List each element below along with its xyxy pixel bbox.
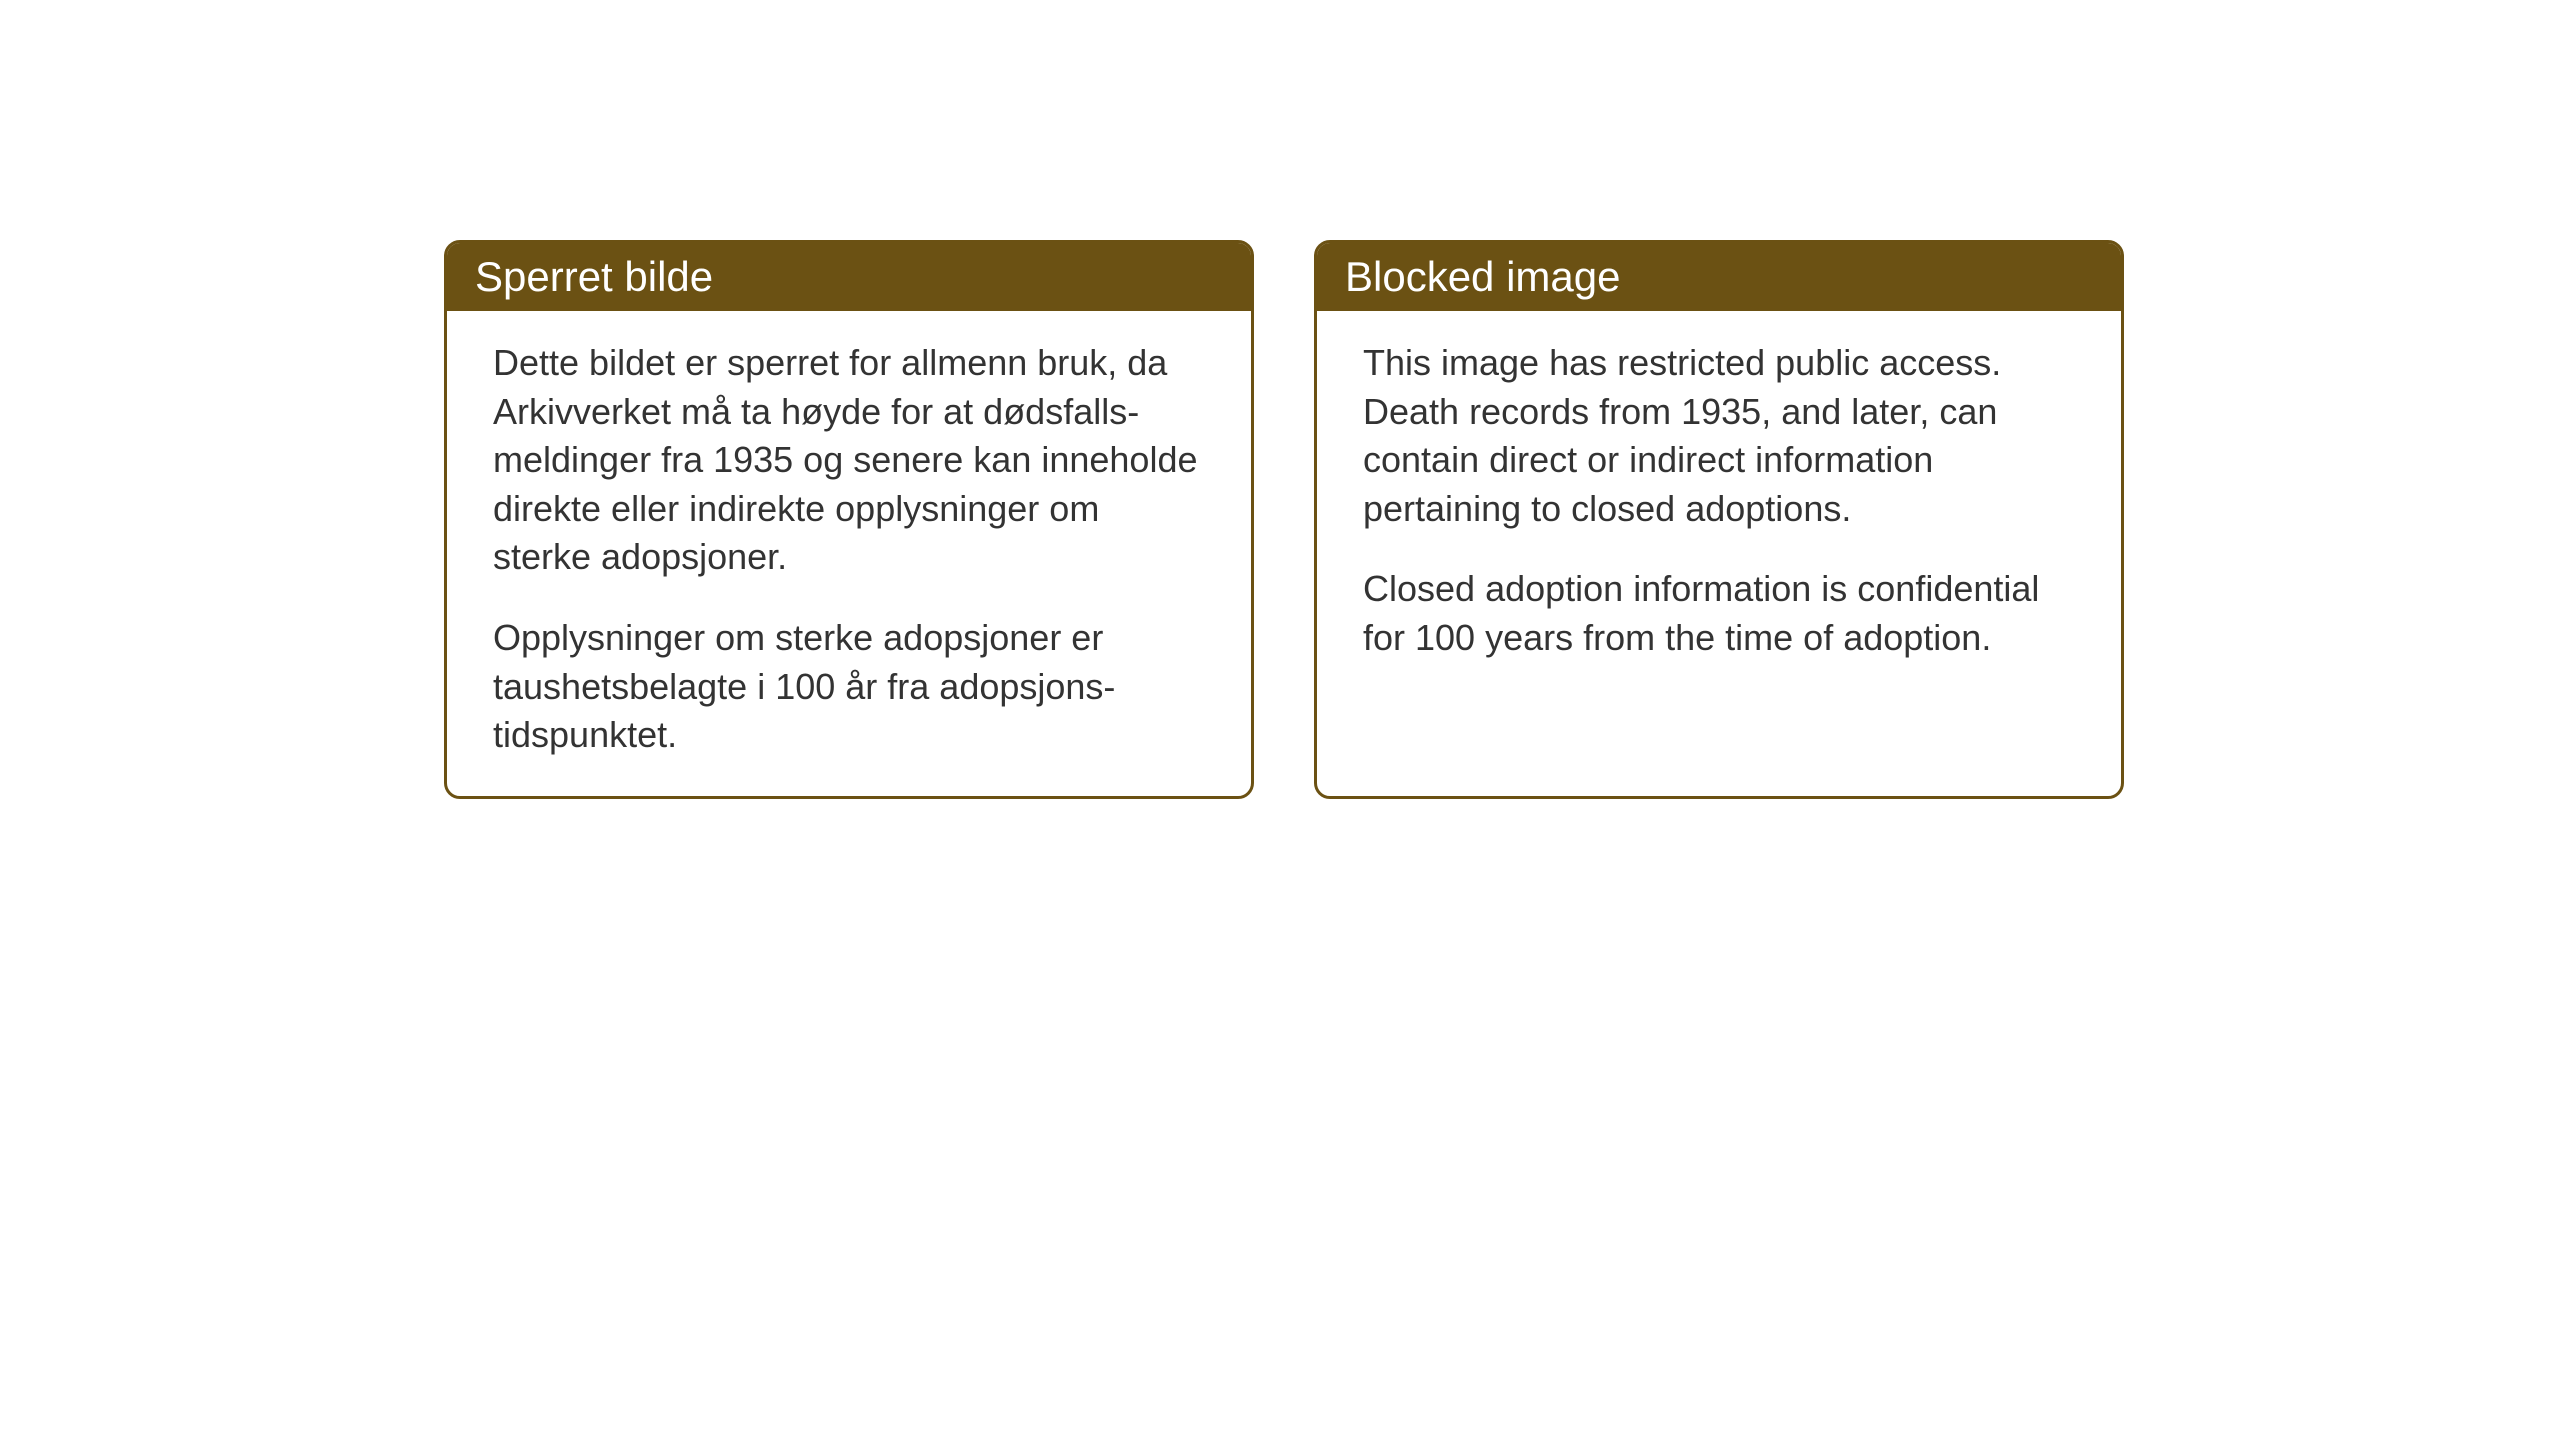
card-title: Sperret bilde [475,253,713,300]
card-paragraph: Opplysninger om sterke adopsjoner er tau… [493,614,1205,760]
card-english: Blocked image This image has restricted … [1314,240,2124,799]
card-header-english: Blocked image [1317,243,2121,311]
cards-container: Sperret bilde Dette bildet er sperret fo… [444,240,2124,799]
card-paragraph: Dette bildet er sperret for allmenn bruk… [493,339,1205,582]
card-header-norwegian: Sperret bilde [447,243,1251,311]
card-norwegian: Sperret bilde Dette bildet er sperret fo… [444,240,1254,799]
card-paragraph: Closed adoption information is confident… [1363,565,2075,662]
card-paragraph: This image has restricted public access.… [1363,339,2075,533]
card-body-english: This image has restricted public access.… [1317,311,2121,699]
card-title: Blocked image [1345,253,1620,300]
card-body-norwegian: Dette bildet er sperret for allmenn bruk… [447,311,1251,796]
